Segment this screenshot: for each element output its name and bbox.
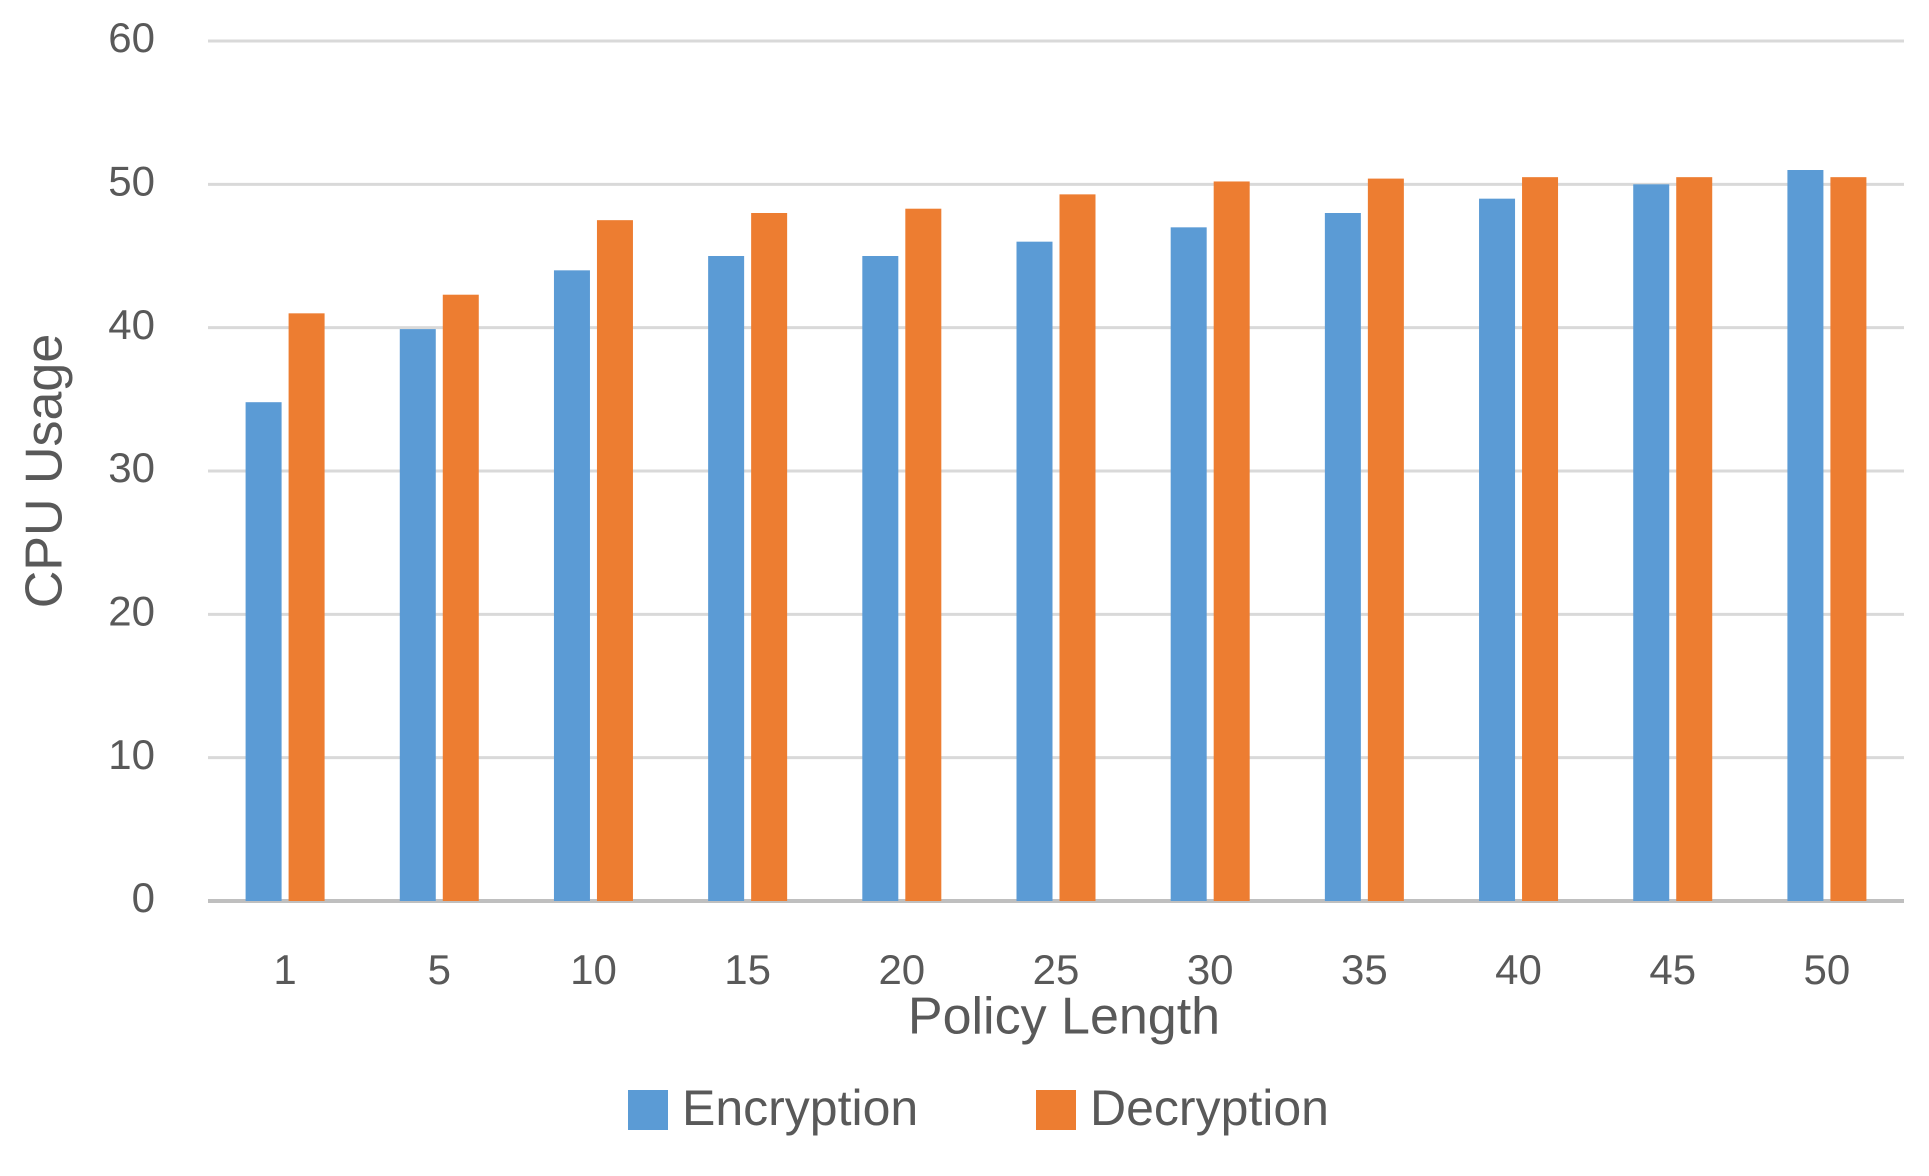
bar: [1367, 178, 1404, 902]
x-tick-label: 35: [1341, 946, 1388, 993]
x-tick-label: 10: [570, 946, 617, 993]
bar: [399, 329, 436, 902]
x-tick-label: 30: [1187, 946, 1234, 993]
x-tick-label: 40: [1495, 946, 1542, 993]
bar: [288, 313, 325, 901]
bar: [1324, 213, 1361, 901]
x-tick-label: 50: [1804, 946, 1851, 993]
bar: [905, 208, 942, 901]
bar: [1059, 194, 1096, 901]
y-tick-label: 10: [108, 731, 155, 778]
x-tick-label: 25: [1033, 946, 1080, 993]
bar: [1830, 177, 1867, 901]
x-tick-label: 20: [878, 946, 925, 993]
y-tick-label: 20: [108, 587, 155, 634]
bar: [553, 270, 590, 901]
x-tick-label: 45: [1649, 946, 1696, 993]
x-tick-label: 1: [273, 946, 296, 993]
y-tick-label: 60: [108, 14, 155, 61]
y-axis-title: CPU Usage: [16, 334, 74, 609]
y-tick-label: 40: [108, 301, 155, 348]
bar: [1787, 170, 1824, 901]
x-tick-label: 5: [428, 946, 451, 993]
y-tick-label: 50: [108, 157, 155, 204]
y-tick-label: 0: [132, 874, 155, 921]
legend-swatch: [628, 1090, 668, 1130]
bar: [1522, 177, 1559, 901]
bar: [751, 213, 788, 901]
legend-swatch: [1036, 1090, 1076, 1130]
bar: [1213, 181, 1250, 901]
bar: [245, 402, 282, 901]
x-tick-label: 15: [724, 946, 771, 993]
bar: [1016, 241, 1053, 901]
x-axis-title: Policy Length: [908, 988, 1220, 1046]
bar: [1633, 184, 1670, 902]
bar: [1170, 227, 1207, 902]
bar: [442, 294, 479, 901]
bar: [1479, 198, 1516, 901]
bar: [596, 220, 633, 901]
legend-label: Encryption: [682, 1080, 918, 1136]
bar: [862, 256, 899, 901]
bar: [1676, 177, 1713, 901]
legend-label: Decryption: [1090, 1080, 1329, 1136]
y-tick-label: 30: [108, 444, 155, 491]
bar: [708, 256, 745, 901]
